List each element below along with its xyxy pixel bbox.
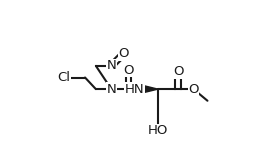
Text: O: O [188,83,199,96]
Text: O: O [119,47,129,60]
Text: O: O [123,64,134,77]
Text: HN: HN [124,83,144,96]
Text: HO: HO [148,124,168,137]
Text: O: O [173,65,183,78]
Text: N: N [106,83,116,96]
Polygon shape [144,86,158,93]
Text: N: N [106,59,116,72]
Text: Cl: Cl [57,71,70,84]
